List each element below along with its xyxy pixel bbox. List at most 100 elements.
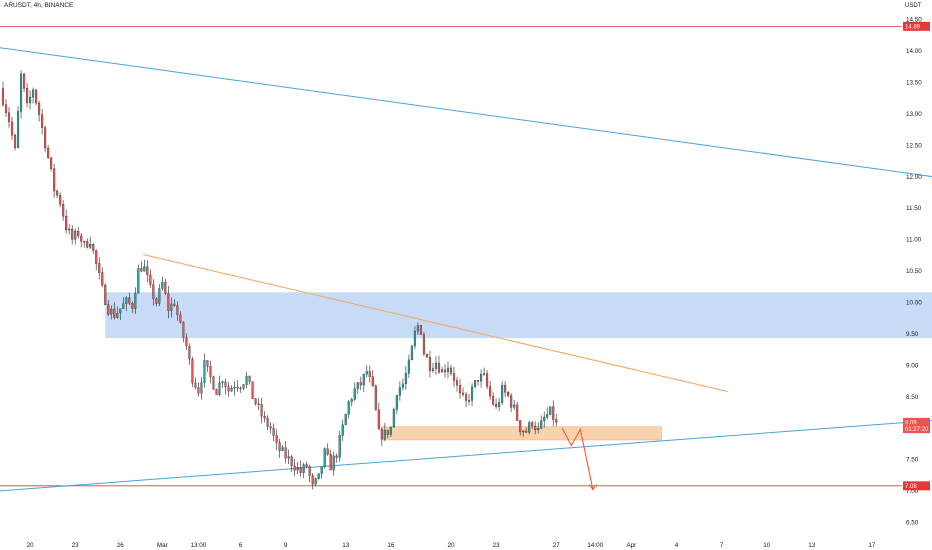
candle-body-116 xyxy=(350,399,353,402)
candle-body-176 xyxy=(531,422,534,427)
candle-body-34 xyxy=(104,284,107,305)
candle-body-58 xyxy=(176,305,179,316)
trendline-layer xyxy=(0,25,932,492)
x-tick-label-6: 9 xyxy=(284,542,288,549)
candle-body-106 xyxy=(320,466,323,474)
y-tick-label-9: 11.00 xyxy=(906,237,922,244)
candle-body-10 xyxy=(32,89,35,98)
candle-body-107 xyxy=(323,448,326,468)
price-badge-3 xyxy=(903,481,930,491)
x-tick-label-16: 10 xyxy=(763,542,771,549)
candle-body-131 xyxy=(395,395,398,410)
y-tick-label-4: 8.50 xyxy=(906,394,919,401)
y-tick-label-5: 9.00 xyxy=(906,362,919,369)
candle-body-54 xyxy=(164,281,167,294)
price-badge-0 xyxy=(903,21,930,31)
candle-body-27 xyxy=(83,241,86,243)
candle-body-179 xyxy=(540,420,543,429)
candle-body-160 xyxy=(483,373,486,375)
candle-body-9 xyxy=(29,96,32,103)
candle-body-178 xyxy=(537,428,540,430)
candle-body-68 xyxy=(206,360,209,367)
candle-body-166 xyxy=(501,385,504,403)
candle-body-28 xyxy=(86,241,89,248)
candle-body-78 xyxy=(236,386,239,389)
candle-body-153 xyxy=(461,392,465,395)
candle-body-93 xyxy=(281,447,284,451)
candle-body-80 xyxy=(242,384,245,389)
candle-body-20 xyxy=(62,204,65,217)
y-tick-label-0: 6.50 xyxy=(906,519,919,526)
candle-body-83 xyxy=(251,381,254,399)
y-tick-label-11: 12.00 xyxy=(906,174,922,181)
x-tick-label-7: 13 xyxy=(342,542,350,549)
candle-body-41 xyxy=(125,297,128,305)
candle-body-89 xyxy=(269,426,272,429)
candle-body-113 xyxy=(341,424,344,436)
candle-body-183 xyxy=(552,406,555,420)
candle-body-118 xyxy=(356,382,359,389)
candle-body-100 xyxy=(302,464,305,473)
candle-body-0 xyxy=(1,88,5,105)
candle-body-136 xyxy=(410,345,413,361)
candle-body-46 xyxy=(140,268,143,272)
candle-body-50 xyxy=(152,284,155,299)
candle-body-180 xyxy=(543,417,546,421)
candle-body-132 xyxy=(398,387,401,396)
candle-body-86 xyxy=(260,404,263,417)
candle-body-92 xyxy=(278,442,281,451)
candle-body-170 xyxy=(513,404,516,408)
candle-body-12 xyxy=(38,102,41,115)
candle-body-38 xyxy=(116,312,119,318)
candle-body-57 xyxy=(173,303,176,306)
candle-body-94 xyxy=(284,447,287,459)
candle-body-117 xyxy=(353,388,356,400)
candle-body-140 xyxy=(422,334,425,355)
candle-body-135 xyxy=(407,359,410,374)
candle-body-76 xyxy=(230,388,233,392)
candle-body-154 xyxy=(464,394,468,401)
candle-body-111 xyxy=(335,455,338,458)
candle-body-181 xyxy=(546,414,549,418)
candle-body-102 xyxy=(308,466,311,476)
candle-body-6 xyxy=(19,73,23,112)
candle-body-42 xyxy=(128,297,131,304)
price-badge-text-3: 7.08 xyxy=(905,484,917,490)
price-badge-text-1: 8.09 xyxy=(905,421,917,427)
candle-body-81 xyxy=(245,375,248,385)
candle-body-128 xyxy=(386,429,389,435)
candle-body-60 xyxy=(182,322,185,338)
candle-body-155 xyxy=(467,400,471,402)
candle-body-3 xyxy=(10,121,14,136)
candle-body-45 xyxy=(137,268,140,294)
candle-body-48 xyxy=(146,266,149,276)
price-badge-text-2: 01:27:20 xyxy=(905,427,929,433)
y-tick-label-12: 12.50 xyxy=(906,142,922,149)
candle-body-72 xyxy=(218,382,221,395)
candle-body-52 xyxy=(158,288,161,304)
candle-body-99 xyxy=(299,467,302,473)
candle-body-44 xyxy=(134,293,137,309)
x-tick-label-1: 23 xyxy=(72,542,80,549)
candle-body-67 xyxy=(203,360,206,383)
candle-body-73 xyxy=(221,381,224,384)
candle-body-22 xyxy=(68,228,71,231)
candle-body-69 xyxy=(209,366,212,377)
candle-body-19 xyxy=(59,195,62,205)
candle-body-177 xyxy=(534,425,537,430)
x-tick-label-14: 4 xyxy=(675,542,679,549)
y-tick-label-15: 14.00 xyxy=(906,48,922,55)
candle-body-4 xyxy=(13,135,17,148)
candle-body-138 xyxy=(416,325,419,332)
candle-body-151 xyxy=(455,380,459,386)
candle-body-96 xyxy=(290,456,293,467)
candle-body-146 xyxy=(440,369,444,373)
candle-body-18 xyxy=(56,190,59,196)
candle-body-15 xyxy=(47,147,50,158)
candle-body-47 xyxy=(143,266,146,272)
candle-body-40 xyxy=(122,303,125,309)
candle-body-1 xyxy=(4,104,8,113)
candle-body-2 xyxy=(7,112,11,123)
candle-body-169 xyxy=(510,395,513,408)
